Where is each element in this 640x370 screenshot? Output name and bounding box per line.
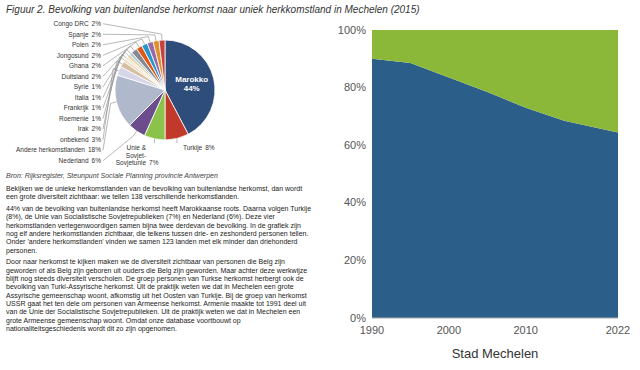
slice-label: Nederland [59,157,89,164]
slice-value: 2% [92,62,102,69]
slice-label-line: Unie & [127,144,147,151]
slice-label: Polen [72,41,89,48]
slice-value: 2% [92,31,102,38]
slice-label: Duitsland [61,73,88,80]
slice-label: Syrie [74,83,89,91]
slice-value: 1% [92,115,102,122]
slice-label-line: Congo DRC [54,20,89,28]
leader-line [176,139,177,143]
slice-label: Roemenie [59,115,89,122]
slice-label-line: Italia [75,94,89,101]
x-tick-label: 2022 [606,324,630,336]
slice-value: 1% [92,104,102,111]
leader-line [103,24,162,40]
slice-label: Congo DRC [54,20,89,28]
paragraph: 44% van de bevolking van buitenlandse he… [6,205,314,255]
slice-label-line: Turkije [183,144,203,152]
slice-value: 3% [92,136,102,143]
slice-value: 2% [92,52,102,59]
y-tick-label: 20% [344,254,366,266]
slice-label-line: Roemenie [59,115,89,122]
slice-value: 6% [92,157,102,164]
slice-label-line: Irak [78,125,90,132]
area-series [372,30,618,133]
x-tick-label: 2000 [437,324,461,336]
leader-line [154,139,155,143]
leader-line [103,131,137,161]
slice-label-line: Nederland [59,157,89,164]
x-axis-label: Stad Mechelen [452,346,539,361]
pie-slice [159,40,165,90]
y-tick-label: 0% [350,312,366,324]
source-note: Bron: Rijksregister, Steunpunt Sociale P… [6,172,218,180]
slice-label-line: Duitsland [61,73,88,80]
slice-value: 18% [88,146,101,153]
slice-label-line: Ghana [69,62,89,69]
slice-value: 2% [92,41,102,48]
slice-label-line: Spanje [68,31,89,39]
leader-line [103,57,125,119]
slice-value: 2% [92,73,102,80]
x-tick-label: 1990 [360,324,384,336]
slice-value: 2% [92,20,102,27]
leader-line [103,52,129,98]
slice-value: 44% [184,84,200,93]
slice-label-line: Syrie [74,83,89,91]
slice-label-line: Frankrijk [64,104,90,112]
plot-area [372,30,618,318]
slice-value: 2% [92,125,102,132]
pie-slice [153,40,165,90]
slice-label: Unie &Sovjet-Sovjetunie [116,144,147,167]
slice-label: Marokko [175,75,208,84]
slice-label-line: Marokko [175,75,208,84]
slice-label-line: Jongosund [57,52,89,60]
slice-label: Andere herkomstlanden [16,146,85,153]
slice-value: 1% [92,83,102,90]
pie-slice [165,90,188,140]
y-tick-label: 40% [344,196,366,208]
slice-value: 1% [92,94,102,101]
slice-value: 7% [149,159,159,166]
leader-line [103,69,119,140]
page: Figuur 2. Bevolking van buitenlandse her… [0,0,640,370]
slice-label: Irak [78,125,90,132]
x-tick-label: 2010 [514,324,538,336]
slice-label-line: Polen [72,41,89,48]
pie [115,40,215,140]
paragraph: Door naar herkomst te kijken maken we de… [6,258,314,334]
y-tick-label: 80% [344,81,366,93]
slice-label-line: Sovjetunie [116,159,147,167]
leader-line [103,102,116,150]
slice-label: Italia [75,94,89,101]
slice-label: Jongosund [57,52,89,60]
slice-label-line: Andere herkomstlanden [16,146,85,153]
leader-line [103,42,139,66]
slice-label: Ghana [69,62,89,69]
slice-value: 8% [205,144,215,151]
slice-label: Spanje [68,31,89,39]
slice-label: Frankrijk [64,104,90,112]
paragraph: Bekijken we de unieke herkomstlanden van… [6,185,314,202]
y-tick-label: 60% [344,139,366,151]
leader-line [103,54,127,108]
slice-label: Turkije [183,144,203,152]
slice-label-line: onbekend [60,136,89,143]
paragraphs: Bekijken we de unieke herkomstlanden van… [6,185,314,337]
title: Figuur 2. Bevolking van buitenlandse her… [6,4,420,15]
x-axis-line [372,318,618,319]
y-tick-label: 100% [338,24,366,36]
slice-label: onbekend [60,136,89,143]
